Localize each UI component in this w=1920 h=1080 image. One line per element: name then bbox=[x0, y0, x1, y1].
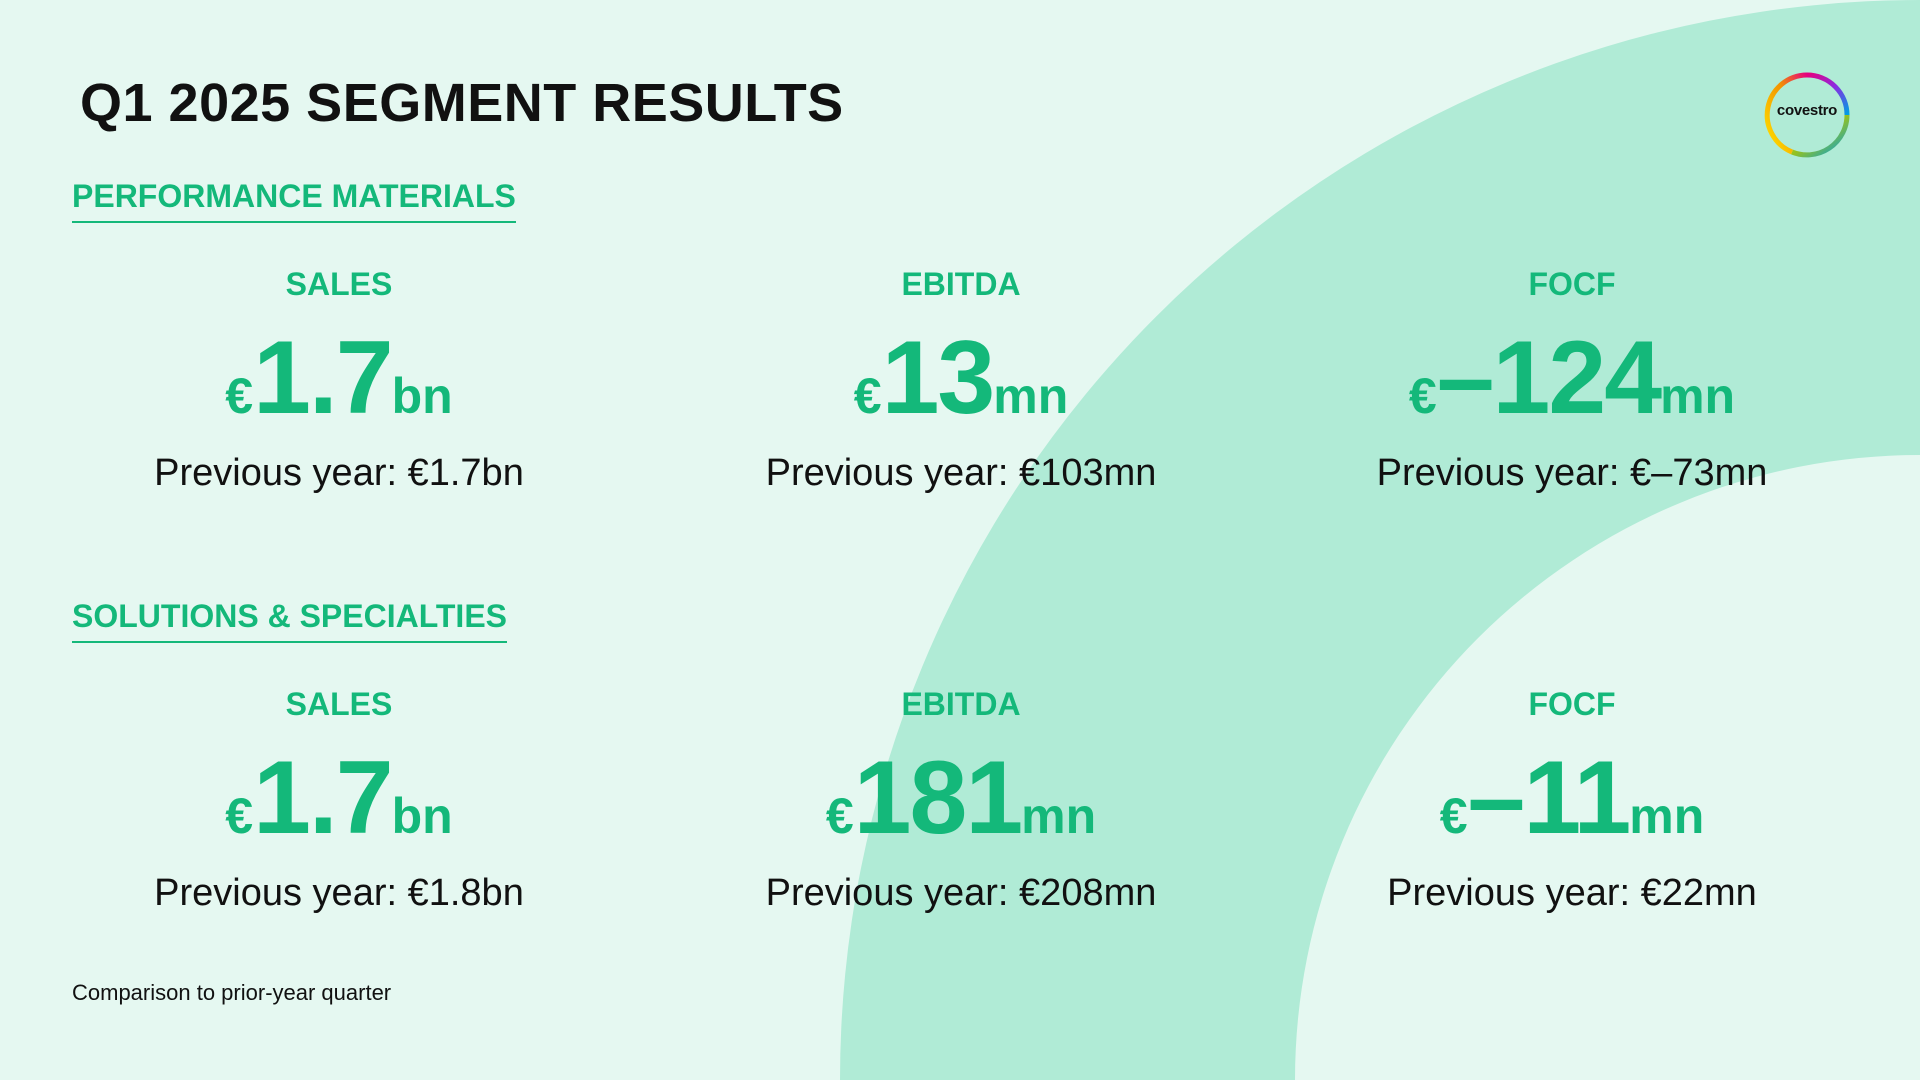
metric-currency: € bbox=[853, 368, 882, 424]
metric-currency: € bbox=[1408, 368, 1437, 424]
footnote: Comparison to prior-year quarter bbox=[72, 980, 392, 1005]
metric-number: 1.7 bbox=[253, 320, 394, 436]
metric-label: EBITDA bbox=[901, 266, 1021, 302]
metric-previous-year: Previous year: €22mn bbox=[1387, 872, 1757, 914]
logo-ring-icon bbox=[1764, 72, 1850, 158]
metric-currency: € bbox=[225, 788, 254, 844]
metric-unit: bn bbox=[391, 788, 453, 844]
metric-number: 13 bbox=[881, 320, 996, 436]
metric-ss-sales: SALES €1.7bn Previous year: €1.8bn bbox=[59, 684, 619, 915]
metric-previous-year: Previous year: €–73mn bbox=[1376, 452, 1768, 494]
metric-value: €–124mn bbox=[1292, 326, 1852, 430]
metric-previous-year: Previous year: €103mn bbox=[765, 452, 1157, 494]
section-heading-solutions-specialties: SOLUTIONS & SPECIALTIES bbox=[72, 598, 507, 643]
metric-unit: mn bbox=[993, 368, 1069, 424]
metric-unit: mn bbox=[1629, 788, 1705, 844]
metric-pm-sales: SALES €1.7bn Previous year: €1.7bn bbox=[59, 264, 619, 495]
metric-value: €1.7bn bbox=[59, 746, 619, 850]
metric-currency: € bbox=[225, 368, 254, 424]
metric-label: FOCF bbox=[1528, 266, 1616, 302]
metric-ss-focf: FOCF €–11mn Previous year: €22mn bbox=[1292, 684, 1852, 915]
metric-label: FOCF bbox=[1528, 686, 1616, 722]
metric-unit: mn bbox=[1021, 788, 1097, 844]
metric-previous-year: Previous year: €208mn bbox=[765, 872, 1157, 914]
metric-previous-year: Previous year: €1.7bn bbox=[154, 452, 524, 494]
metric-value: €1.7bn bbox=[59, 326, 619, 430]
metric-number: –11 bbox=[1467, 740, 1632, 856]
metric-ss-ebitda: EBITDA €181mn Previous year: €208mn bbox=[681, 684, 1241, 915]
logo-wordmark: covestro bbox=[1776, 102, 1838, 119]
covestro-logo: covestro bbox=[1762, 70, 1852, 160]
metric-label: SALES bbox=[285, 266, 393, 302]
metric-number: –124 bbox=[1436, 320, 1662, 436]
metric-value: €181mn bbox=[681, 746, 1241, 850]
metric-currency: € bbox=[1439, 788, 1468, 844]
metric-label: EBITDA bbox=[901, 686, 1021, 722]
metric-number: 181 bbox=[853, 740, 1024, 856]
metric-number: 1.7 bbox=[253, 740, 394, 856]
metric-pm-ebitda: EBITDA €13mn Previous year: €103mn bbox=[681, 264, 1241, 495]
metric-value: €–11mn bbox=[1292, 746, 1852, 850]
section-heading-performance-materials: PERFORMANCE MATERIALS bbox=[72, 178, 516, 223]
metric-value: €13mn bbox=[681, 326, 1241, 430]
metric-pm-focf: FOCF €–124mn Previous year: €–73mn bbox=[1292, 264, 1852, 495]
metric-previous-year: Previous year: €1.8bn bbox=[154, 872, 524, 914]
metric-currency: € bbox=[825, 788, 854, 844]
page-title: Q1 2025 SEGMENT RESULTS bbox=[80, 73, 844, 133]
metric-label: SALES bbox=[285, 686, 393, 722]
metric-unit: bn bbox=[391, 368, 453, 424]
metric-unit: mn bbox=[1660, 368, 1736, 424]
